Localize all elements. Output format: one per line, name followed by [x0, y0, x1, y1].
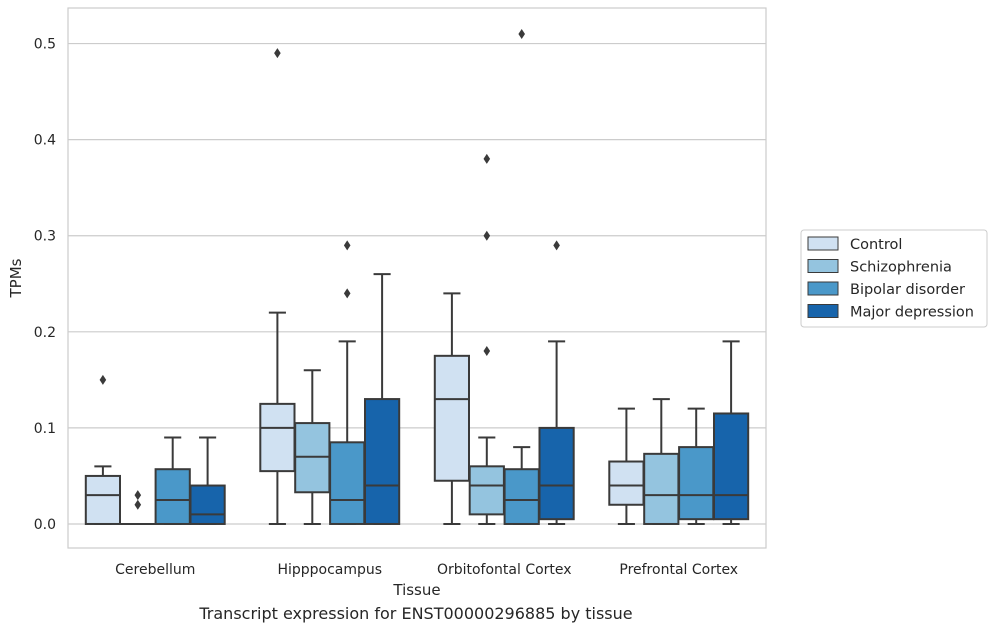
box-iqr	[433, 354, 471, 482]
box-bipolar-disorder	[329, 240, 366, 525]
box-bipolar-disorder	[678, 407, 715, 525]
x-axis-title: Tissue	[392, 581, 440, 599]
x-tick-label: Hipppocampus	[277, 562, 382, 578]
box-major-depression	[363, 273, 401, 525]
box-iqr	[678, 446, 715, 521]
box-control	[259, 48, 296, 525]
legend-label: Major depression	[850, 305, 974, 321]
box-iqr	[363, 398, 401, 525]
legend-swatch	[807, 236, 839, 251]
box-iqr	[712, 412, 750, 521]
box-iqr	[189, 484, 226, 525]
y-tick-labels: 0.0 0.1 0.2 0.3 0.4 0.5	[34, 37, 56, 533]
y-tick-label: 0.1	[34, 421, 56, 437]
outlier-point	[343, 240, 351, 251]
box-iqr	[154, 468, 191, 525]
y-tick-label: 0.4	[34, 133, 56, 149]
box-plot-chart: 0.0 0.1 0.2 0.3 0.4 0.5 Cerebellum Hipppocampu…	[7, 7, 988, 599]
figure-caption: Transcript expression for ENST0000029688…	[199, 604, 633, 623]
box-major-depression	[538, 240, 575, 525]
box-iqr	[608, 460, 645, 506]
outlier-point	[483, 153, 491, 164]
box-bipolar-disorder	[154, 436, 191, 525]
y-tick-label: 0.2	[34, 325, 56, 341]
x-tick-labels: Cerebellum Hipppocampus Orbitofontal Corte…	[115, 562, 738, 578]
legend-label: Bipolar disorder	[850, 282, 965, 298]
outlier-point	[483, 346, 491, 357]
box-iqr	[259, 402, 296, 473]
outlier-point	[553, 240, 560, 251]
outlier-point	[134, 490, 142, 501]
box-control	[433, 292, 471, 525]
y-tick-label: 0.5	[34, 37, 56, 53]
y-axis-title: TPMs	[7, 258, 25, 298]
box-major-depression	[189, 436, 226, 525]
box-schizophrenia	[468, 153, 505, 525]
box-iqr	[503, 468, 540, 525]
box-iqr	[468, 465, 505, 516]
legend-label: Control	[850, 237, 902, 253]
box-schizophrenia	[294, 369, 331, 525]
y-tick-label: 0.3	[34, 229, 56, 245]
y-tick-label: 0.0	[34, 517, 56, 533]
legend-swatch	[807, 281, 839, 296]
outlier-point	[99, 374, 107, 385]
box-iqr	[84, 474, 122, 525]
legend-swatch	[807, 259, 839, 273]
box-control	[84, 374, 122, 525]
boxes-layer	[84, 28, 750, 525]
box-iqr	[643, 452, 680, 525]
legend: Control Schizophrenia Bipolar disorder Majo…	[800, 229, 988, 328]
x-tick-label: Cerebellum	[115, 562, 195, 578]
box-iqr	[329, 441, 366, 525]
box-iqr	[538, 426, 575, 521]
box-major-depression	[712, 340, 750, 525]
plot-area-frame	[67, 7, 767, 549]
box-schizophrenia	[120, 490, 155, 525]
box-bipolar-disorder	[503, 28, 540, 525]
x-tick-label: Prefrontal Cortex	[619, 562, 738, 578]
outlier-point	[343, 288, 351, 299]
outlier-point	[518, 28, 525, 39]
box-schizophrenia	[643, 398, 680, 525]
box-control	[608, 407, 645, 525]
legend-swatch	[807, 304, 839, 318]
x-tick-label: Orbitofontal Cortex	[437, 562, 572, 578]
outlier-point	[274, 48, 281, 59]
legend-frame	[800, 229, 988, 328]
outlier-point	[134, 499, 142, 510]
legend-label: Schizophrenia	[850, 260, 952, 276]
outlier-point	[483, 230, 491, 241]
